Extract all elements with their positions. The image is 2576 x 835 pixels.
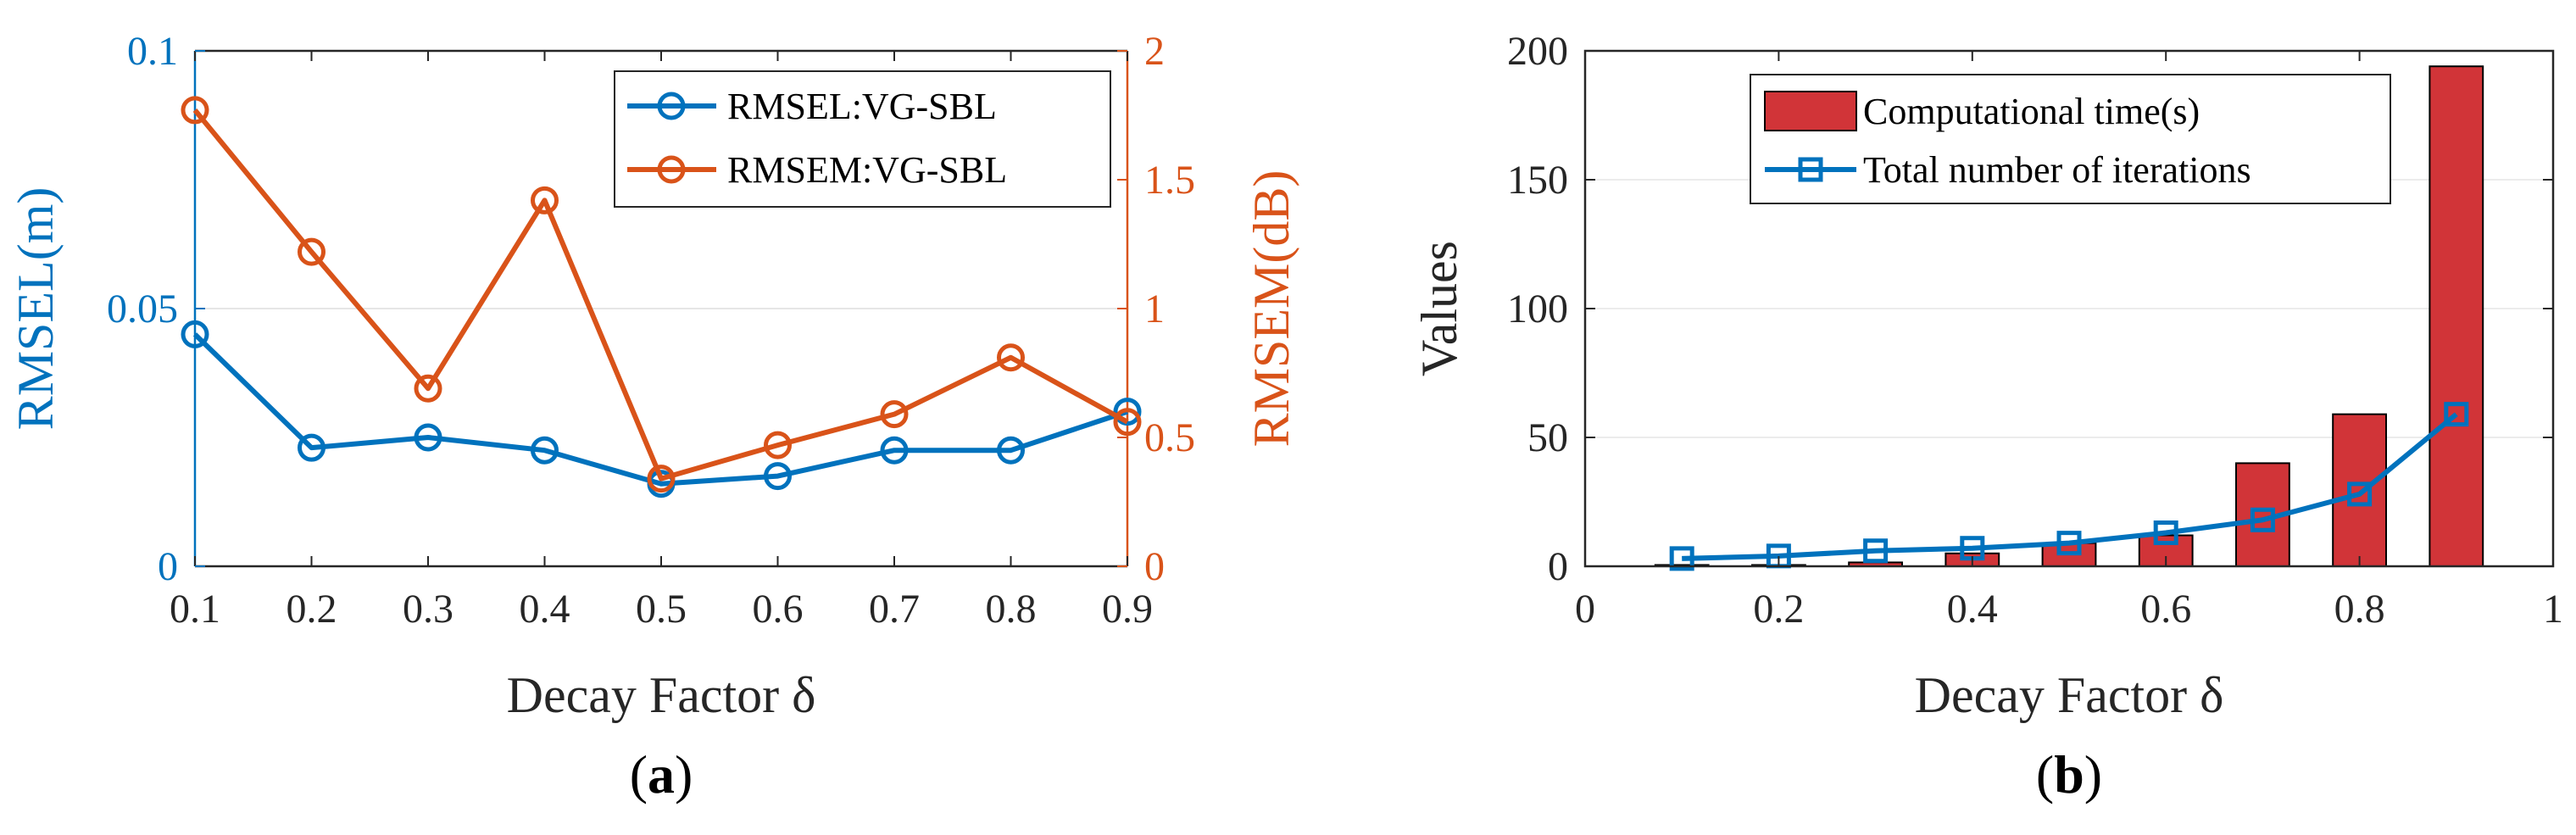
panel-a-y2-tick-label: 0 xyxy=(1144,544,1165,589)
panel-a-y-axis-label: RMSEL(m) xyxy=(8,187,64,431)
panel-b-iterations-series xyxy=(1669,402,2469,571)
panel-b-iterations-point xyxy=(2153,520,2178,545)
panel-a-y-ticks: 0 0.05 0.1 xyxy=(107,29,205,589)
panel-a-x-tick-label: 0.3 xyxy=(403,587,453,632)
panel-a-caption-close: ) xyxy=(675,744,693,804)
panel-a-y2-tick-label: 1 xyxy=(1144,287,1165,331)
panel-b-legend-swatch-time xyxy=(1764,91,1857,131)
panel-b-caption-close: ) xyxy=(2084,744,2102,804)
panel-a-x-tick-label: 0.1 xyxy=(170,587,220,632)
panel-a-caption: (a) xyxy=(630,744,693,804)
panel-a-data-point-rmsem xyxy=(181,96,209,125)
panel-a-data-point-rmsel xyxy=(997,436,1025,465)
panel-b-legend: Computational time(s) Total number of it… xyxy=(1750,74,2391,204)
panel-b-x-tick-label: 0.2 xyxy=(1753,587,1804,632)
panel-b-x-ticks: 0 0.2 0.4 0.6 0.8 1 xyxy=(1575,51,2563,632)
panel-b-x-tick-label: 1 xyxy=(2543,587,2563,632)
panel-b-iterations-point xyxy=(2347,482,2373,507)
panel-b-y-tick-label: 150 xyxy=(1507,158,1568,203)
panel-a-data-point-rmsel xyxy=(531,436,559,465)
panel-a-data-point-rmsem xyxy=(647,465,676,493)
panel-a-series xyxy=(181,96,1142,498)
panel-b-caption: (b) xyxy=(2036,744,2102,804)
panel-b-x-tick-label: 0.4 xyxy=(1947,587,1998,632)
panel-a-legend: RMSEL:VG-SBL RMSEM:VG-SBL xyxy=(614,70,1111,208)
panel-a-x-tick-label: 0.2 xyxy=(287,587,337,632)
panel-b-iterations-point xyxy=(2444,402,2469,427)
panel-b-x-tick-label: 0.8 xyxy=(2334,587,2385,632)
panel-b-y-ticks: 0 50 100 150 200 xyxy=(1507,29,2553,589)
panel-b-iterations-point xyxy=(1669,546,1694,571)
panel-a-y2-tick-label: 2 xyxy=(1144,29,1165,74)
panel-b-x-axis-label: Decay Factor δ xyxy=(1915,667,2224,723)
panel-a-data-point-rmsem xyxy=(414,374,442,403)
panel-a-series-line-rmsem xyxy=(192,109,1129,482)
panel-a-x-axis-label: Decay Factor δ xyxy=(507,667,816,723)
panel-b-y-tick-label: 0 xyxy=(1548,544,1568,589)
panel-b-y-tick-label: 200 xyxy=(1507,29,1568,74)
panel-a-legend-label-rmsel: RMSEL:VG-SBL xyxy=(727,86,997,127)
panel-a-x-tick-label: 0.8 xyxy=(986,587,1037,632)
panel-b-iterations-point xyxy=(2056,531,2082,556)
panel-b-iterations-line xyxy=(1682,412,2458,561)
panel-a-legend-label-rmsem: RMSEM:VG-SBL xyxy=(727,149,1007,191)
panel-a-x-tick-label: 0.4 xyxy=(520,587,570,632)
panel-a-series-line-rmsel xyxy=(192,332,1128,487)
panel-b-x-tick-label: 0.6 xyxy=(2140,587,2191,632)
panel-a-data-point-rmsel xyxy=(880,436,909,465)
panel-a-y-tick-label: 0.05 xyxy=(107,287,178,331)
panel-b-caption-open: ( xyxy=(2036,744,2054,804)
panel-b-y-axis-label: Values xyxy=(1411,241,1467,376)
panel-a-data-point-rmsem xyxy=(1113,408,1142,437)
panel-a-x-ticks: 0.1 0.2 0.3 0.4 0.5 0.6 0.7 0.8 0.9 xyxy=(170,51,1153,632)
panel-b-chart: 0 0.2 0.4 0.6 0.8 1 0 50 100 150 200 Decay Factor… xyxy=(1411,29,2563,723)
panel-a-y-tick-label: 0 xyxy=(158,544,178,589)
panel-b-legend-label-time: Computational time(s) xyxy=(1863,91,2200,132)
panel-b-iterations-point xyxy=(1863,538,1889,564)
panel-a-x-tick-label: 0.6 xyxy=(753,587,804,632)
panel-a-y2-tick-label: 0.5 xyxy=(1144,415,1195,460)
panel-b-bar xyxy=(2429,65,2484,568)
panel-b-bars xyxy=(1654,65,2484,568)
panel-a-caption-open: ( xyxy=(630,744,648,804)
panel-a-data-point-rmsem xyxy=(531,186,559,214)
panel-b-y-tick-label: 100 xyxy=(1507,287,1568,331)
panel-a-legend-marker-rmsem xyxy=(657,155,686,184)
panel-a-legend-marker-rmsel xyxy=(657,92,686,120)
panel-a-y2-axis-label: RMSEM(dB) xyxy=(1243,170,1299,448)
panel-a-y-tick-label: 0.1 xyxy=(127,29,178,74)
panel-a-data-point-rmsem xyxy=(764,431,792,459)
panel-a-x-tick-label: 0.7 xyxy=(869,587,920,632)
panel-a-x-tick-label: 0.5 xyxy=(636,587,687,632)
panel-b-bar xyxy=(2332,413,2388,568)
panel-b-legend-label-iterations: Total number of iterations xyxy=(1863,149,2251,191)
panel-b-legend-marker-iterations xyxy=(1798,157,1823,182)
panel-b-iterations-point xyxy=(2250,507,2275,532)
panel-a-y2-ticks: 0 0.5 1 1.5 2 xyxy=(1117,29,1195,589)
panel-a-data-point-rmsel xyxy=(414,423,442,452)
panel-a-data-point-rmsel xyxy=(764,462,792,491)
panel-a-data-point-rmsem xyxy=(298,237,325,266)
panel-a-legend-box xyxy=(614,70,1111,208)
panel-b-caption-letter: b xyxy=(2054,744,2084,804)
panel-a-x-tick-label: 0.9 xyxy=(1102,587,1153,632)
panel-a-data-point-rmsem xyxy=(880,400,909,429)
panel-a-y2-tick-label: 1.5 xyxy=(1144,158,1195,203)
panel-a-data-point-rmsel xyxy=(1113,398,1142,426)
panel-a-data-point-rmsel xyxy=(181,320,209,348)
panel-a-chart: 0.1 0.2 0.3 0.4 0.5 0.6 0.7 0.8 0.9 00.050.1 00.… xyxy=(8,29,1299,723)
panel-a-caption-letter: a xyxy=(648,744,675,804)
panel-a-data-point-rmsel xyxy=(298,433,325,462)
panel-b-y-tick-label: 50 xyxy=(1527,415,1568,460)
panel-a-data-point-rmsem xyxy=(997,343,1025,372)
panel-b-x-tick-label: 0 xyxy=(1575,587,1595,632)
